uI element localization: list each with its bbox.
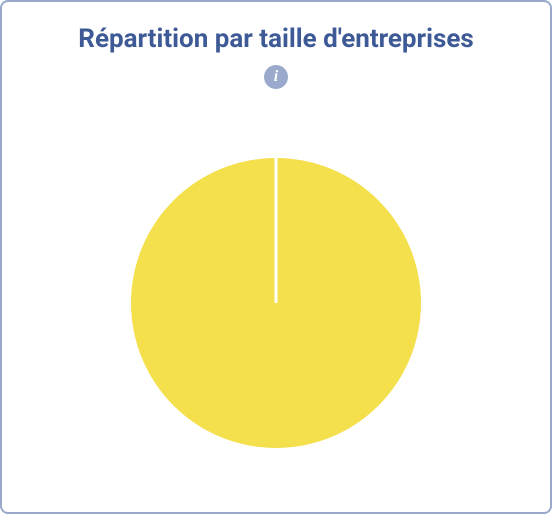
card-title: Répartition par taille d'entreprises (2, 24, 550, 55)
chart-area (2, 89, 550, 516)
info-icon-wrap: i (2, 65, 550, 89)
info-icon-glyph: i (274, 68, 278, 86)
pie-chart (131, 158, 421, 448)
info-icon[interactable]: i (264, 65, 288, 89)
pie-svg (131, 158, 421, 448)
chart-card: Répartition par taille d'entreprises i (0, 0, 552, 514)
